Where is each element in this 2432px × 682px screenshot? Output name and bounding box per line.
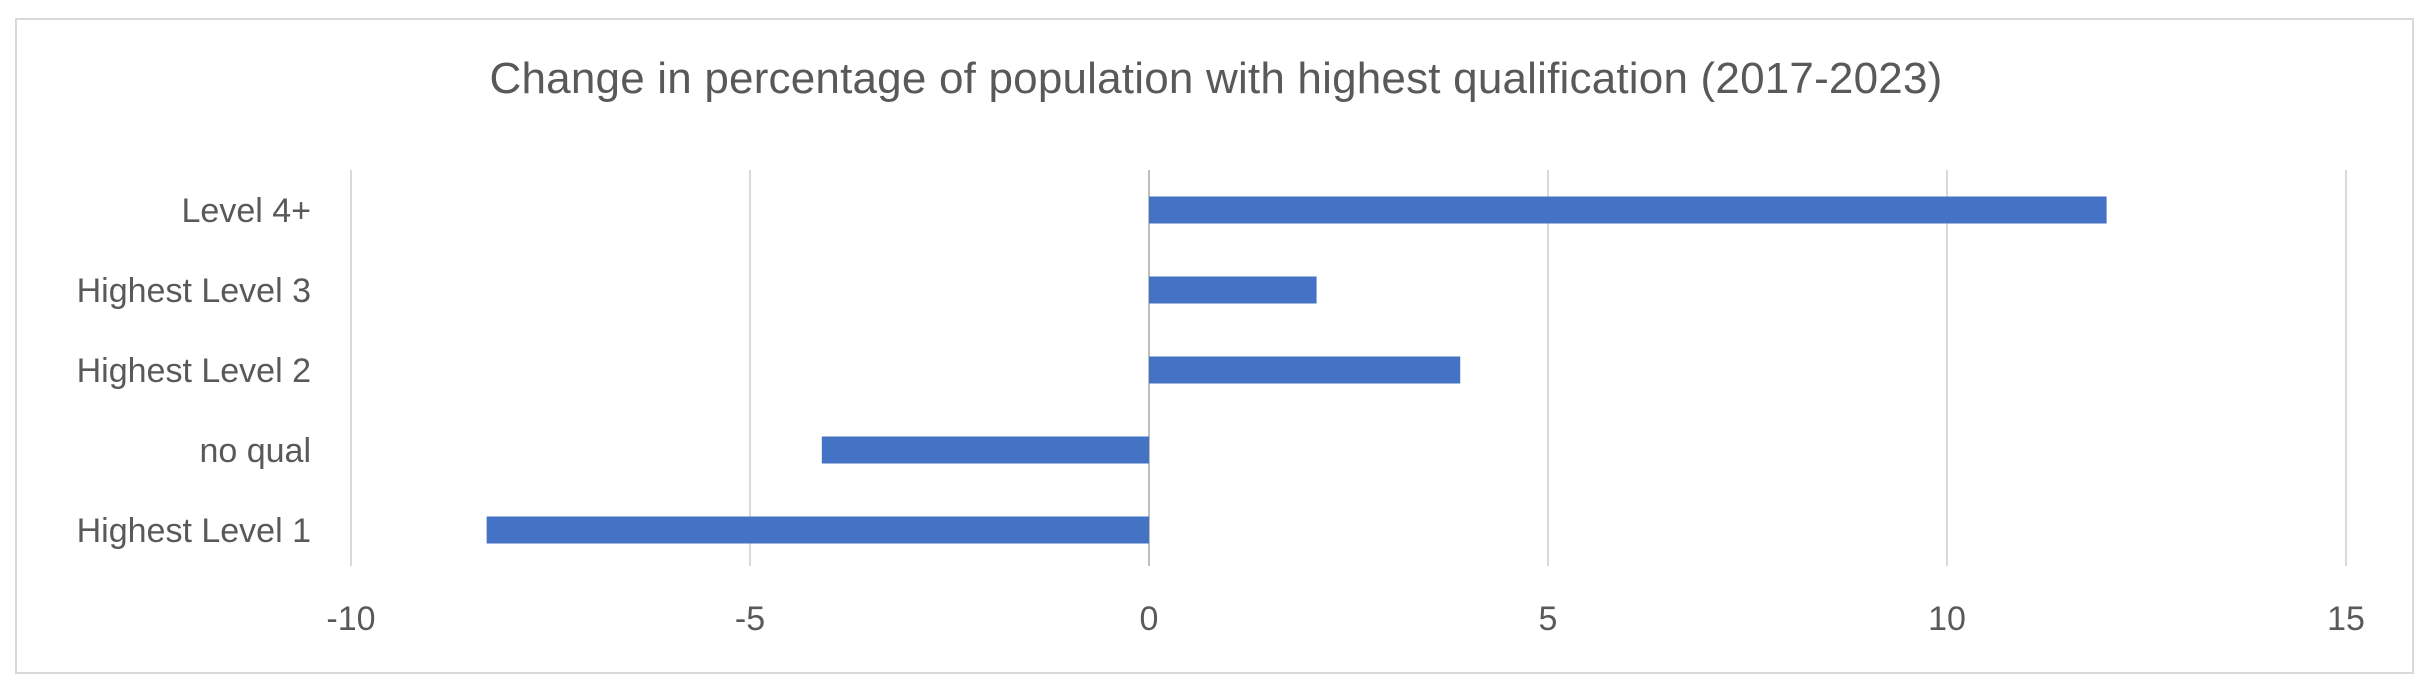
x-tick-label: -10 — [326, 600, 375, 638]
bar — [1149, 276, 1317, 304]
x-tick-label: 0 — [1140, 600, 1159, 638]
category-label: no qual — [199, 432, 311, 470]
x-axis-tick-labels: -10 -5 0 5 10 15 — [326, 600, 2364, 638]
bar — [486, 516, 1149, 544]
bar — [1149, 356, 1461, 384]
bar — [1149, 196, 2107, 224]
x-tick-label: 10 — [1928, 600, 1966, 638]
category-labels: Level 4+ Highest Level 3 Highest Level 2 no… — [77, 192, 311, 550]
bar — [821, 436, 1149, 464]
x-tick-label: -5 — [735, 600, 765, 638]
category-label: Highest Level 3 — [77, 272, 311, 310]
category-label: Highest Level 1 — [77, 512, 311, 550]
x-tick-label: 15 — [2327, 600, 2365, 638]
category-label: Level 4+ — [182, 192, 312, 230]
chart-title: Change in percentage of population with … — [489, 54, 1943, 103]
x-tick-label: 5 — [1539, 600, 1558, 638]
chart-frame — [15, 18, 2414, 674]
category-label: Highest Level 2 — [77, 352, 311, 390]
bars — [486, 196, 2107, 544]
